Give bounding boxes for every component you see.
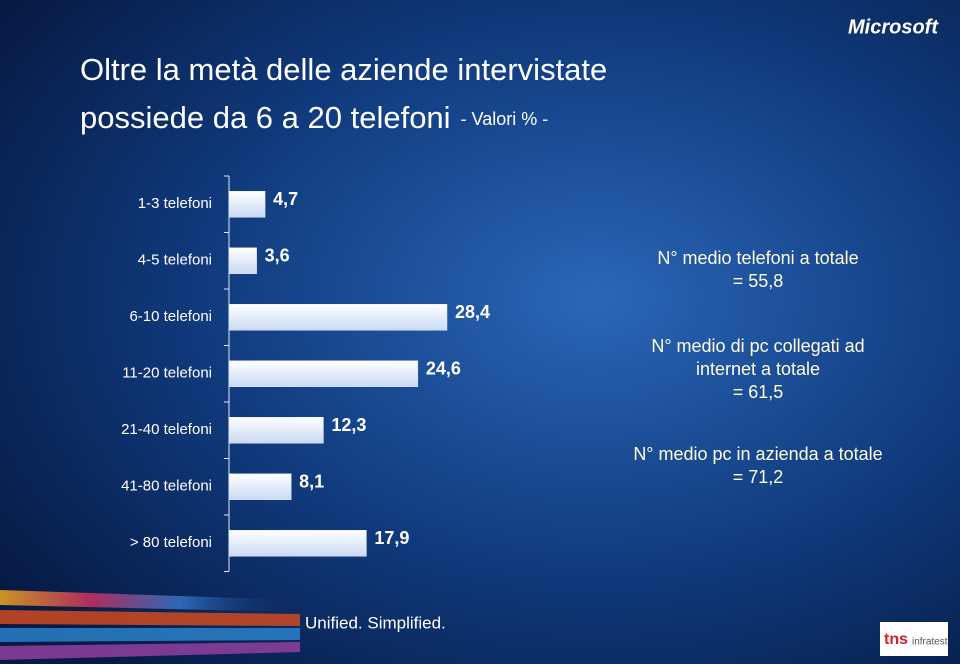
bar: [228, 191, 266, 218]
logo: Microsoft: [848, 16, 939, 38]
category-label: > 80 telefoni: [130, 534, 212, 551]
value-label: 4,7: [273, 189, 298, 209]
category-label: 11-20 telefoni: [122, 365, 212, 382]
title: Oltre la metà delle aziende intervistate: [80, 52, 607, 87]
category-label: 1-3 telefoni: [138, 195, 212, 212]
value-label: 3,6: [265, 246, 290, 266]
value-label: 24,6: [426, 359, 461, 379]
partner-logo: tns: [884, 631, 908, 648]
annotation: N° medio telefoni a totale: [657, 248, 858, 268]
annotation: N° medio di pc collegati ad: [651, 336, 864, 356]
value-label: 12,3: [331, 415, 366, 435]
title-line: possiede da 6 a 20 telefoni: [80, 100, 451, 135]
annotation: = 61,5: [733, 382, 784, 402]
category-label: 21-40 telefoni: [121, 421, 212, 438]
annotation: = 55,8: [733, 271, 784, 291]
value-label: 8,1: [299, 472, 324, 492]
value-label: 17,9: [374, 528, 409, 548]
plot: 1-3 telefoni 4,7 4-5 telefoni 3,6 6-10 telef…: [121, 175, 883, 572]
category-label: 4-5 telefoni: [138, 252, 212, 269]
bar: [228, 473, 292, 500]
partner-box: [880, 622, 948, 656]
bar: [228, 304, 448, 331]
title: possiede da 6 a 20 telefoni - Valori % -: [80, 100, 548, 135]
annotation: = 71,2: [733, 467, 784, 487]
bar: [228, 247, 257, 274]
category-label: 41-80 telefoni: [121, 478, 212, 495]
tagline: Unified. Simplified.: [305, 613, 446, 632]
footer-strip: [0, 590, 300, 660]
annotation: N° medio pc in azienda a totale: [633, 444, 882, 464]
annotation: internet a totale: [696, 359, 820, 379]
bar: [228, 530, 367, 557]
bar: [228, 417, 324, 444]
bar: [228, 360, 419, 387]
category-label: 6-10 telefoni: [129, 308, 212, 325]
partner-logo: infratest: [912, 637, 948, 648]
value-label: 28,4: [455, 302, 490, 322]
subtitle: - Valori % -: [461, 109, 549, 129]
